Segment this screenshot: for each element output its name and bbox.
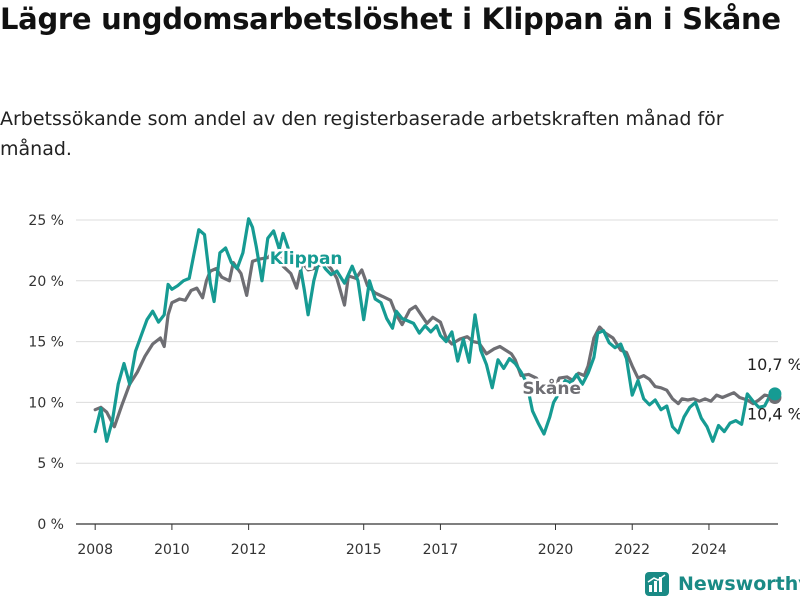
x-tick-label: 2024	[691, 542, 727, 558]
series-name-label: Klippan	[270, 249, 343, 269]
axes: 0 % 5 % 10 % 15 % 20 % 25 % 2008 2010 2012 2015 20…	[28, 213, 778, 558]
chart-subtitle: Arbetssökande som andel av den registerb…	[0, 108, 724, 160]
y-tick-label: 10 %	[28, 395, 64, 411]
series-labels: 10,4 % 10,7 % Klippan Skåne	[267, 246, 800, 424]
y-tick-label: 15 %	[28, 335, 64, 351]
brand-name: Newsworthy	[678, 573, 800, 595]
end-value-label: 10,7 %	[747, 355, 800, 374]
y-tick-label: 20 %	[28, 274, 64, 290]
x-tick-label: 2012	[231, 542, 267, 558]
x-tick-label: 2008	[77, 542, 113, 558]
y-tick-label: 25 %	[28, 213, 64, 229]
series-lines	[93, 217, 777, 443]
end-point-marker	[768, 387, 782, 401]
brand-logo[interactable]: Newsworthy	[644, 570, 800, 598]
x-tick-label: 2022	[614, 542, 650, 558]
x-tick-label: 2020	[538, 542, 574, 558]
x-tick-label: 2010	[154, 542, 190, 558]
x-tick-label: 2017	[423, 542, 459, 558]
y-tick-label: 0 %	[37, 517, 64, 533]
x-tick-label: 2015	[346, 542, 382, 558]
end-value-label: 10,4 %	[747, 405, 800, 424]
newsworthy-logo-icon	[645, 572, 669, 596]
series-line-skne	[93, 250, 777, 429]
grid	[76, 219, 778, 464]
chart-title: Lägre ungdomsarbetslöshet i Klippan än i…	[0, 2, 781, 36]
series-line-klippan	[93, 217, 777, 443]
y-tick-label: 5 %	[37, 456, 64, 472]
series-name-label: Skåne	[522, 377, 581, 399]
